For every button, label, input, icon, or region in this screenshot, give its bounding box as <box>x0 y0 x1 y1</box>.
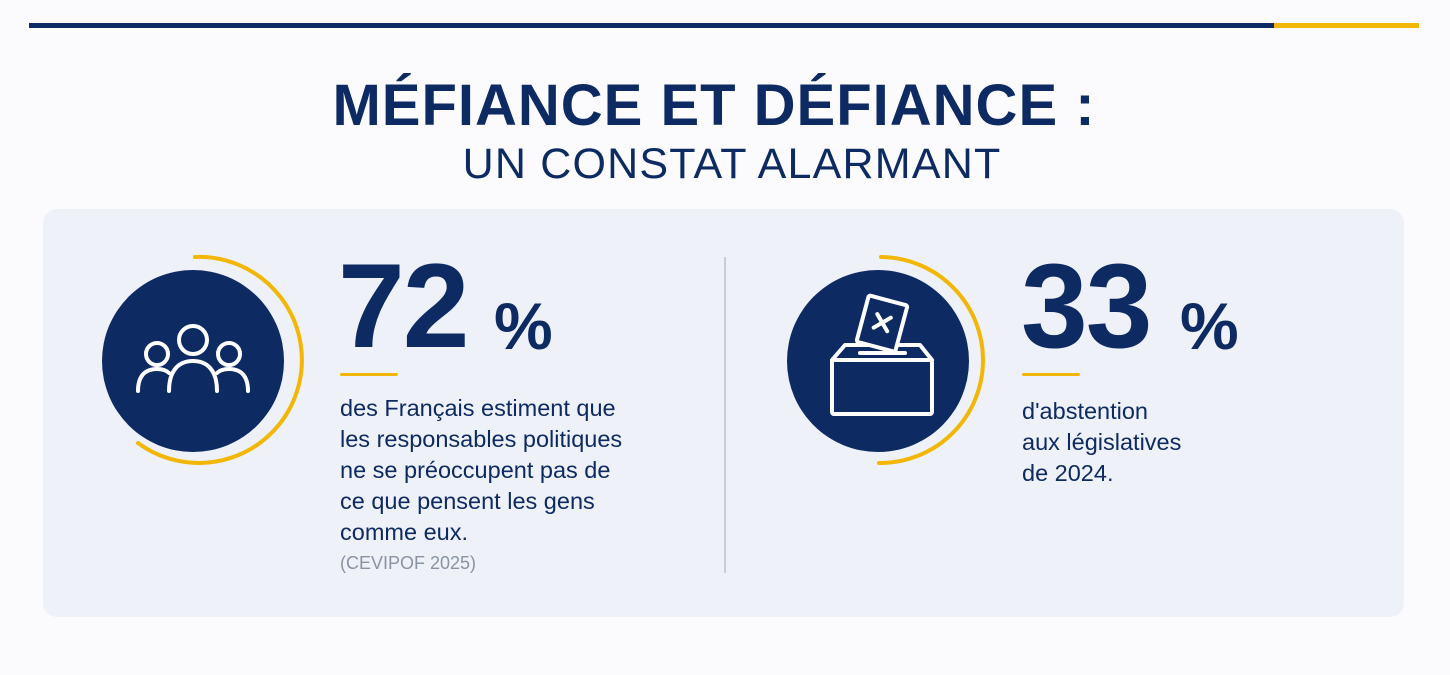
stat-1-line: ce que pensent les gens <box>340 488 595 514</box>
stat-2-unit: % <box>1180 289 1239 363</box>
stat-1-source: (CEVIPOF 2025) <box>340 553 477 573</box>
stat-1-line: les responsables politiques <box>340 426 623 452</box>
stat-1-badge <box>102 270 284 452</box>
stats-card <box>43 209 1404 617</box>
page-title: MÉFIANCE ET DÉFIANCE : <box>332 73 1096 138</box>
ballot-box-icon <box>830 293 934 416</box>
stat-1-line: comme eux. <box>340 519 468 545</box>
stat-1-unit: % <box>494 289 553 363</box>
stat-1-gold-arc <box>136 254 304 465</box>
stat-2-gold-arc <box>877 255 985 466</box>
stat-2-description: d'abstention aux législatives de 2024. <box>1022 396 1181 489</box>
stat-1-value: 72 <box>338 239 469 373</box>
top-bar-navy-segment <box>29 23 1274 28</box>
stat-2-line: de 2024. <box>1022 460 1114 486</box>
people-group-icon <box>136 324 250 393</box>
stat-2-underline <box>1022 373 1080 376</box>
stat-2-value: 33 <box>1021 239 1152 373</box>
stat-1-description: des Français estiment que les responsabl… <box>340 393 622 548</box>
stat-2-line: d'abstention <box>1022 398 1149 424</box>
page-subtitle: UN CONSTAT ALARMANT <box>462 140 1002 188</box>
stat-1-line: des Français estiment que <box>340 395 616 421</box>
stats-divider <box>724 257 726 573</box>
stat-2-badge <box>787 270 969 452</box>
stat-2-line: aux législatives <box>1022 429 1182 455</box>
stat-1-line: ne se préoccupent pas de <box>340 457 611 483</box>
stat-1-underline <box>340 373 398 376</box>
top-bar-gold-segment <box>1274 23 1419 28</box>
top-accent-bar <box>29 23 1419 28</box>
